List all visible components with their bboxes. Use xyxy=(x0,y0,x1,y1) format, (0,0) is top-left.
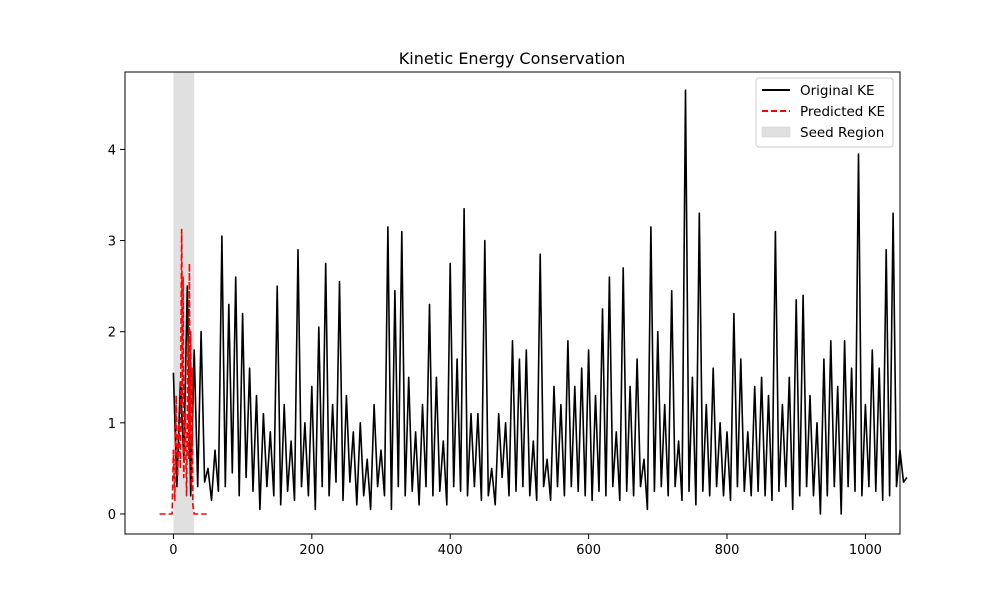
x-tick-label: 600 xyxy=(576,543,601,558)
legend-swatch-seed-region xyxy=(761,126,791,138)
series-line-original-ke xyxy=(172,89,908,515)
plot-layer: 0 200 400 600 800 1000 0 1 2 3 4 xyxy=(108,71,908,558)
x-tick-label: 400 xyxy=(438,543,463,558)
x-tick-label: 800 xyxy=(715,543,740,558)
x-tick-label: 0 xyxy=(169,543,177,558)
y-tick-label: 2 xyxy=(108,326,116,341)
legend-label-seed-region: Seed Region xyxy=(800,125,884,141)
x-tick-label: 200 xyxy=(299,543,324,558)
y-tick-label: 3 xyxy=(108,235,116,250)
legend-label-original-ke: Original KE xyxy=(800,83,875,99)
chart-title: Kinetic Energy Conservation xyxy=(399,49,625,68)
y-tick-label: 1 xyxy=(108,417,116,432)
axes-frame xyxy=(124,71,901,535)
x-tick-label: 1000 xyxy=(849,543,882,558)
y-tick-label: 0 xyxy=(108,508,116,523)
series-line-predicted-ke xyxy=(159,228,207,515)
y-tick-label: 4 xyxy=(108,143,116,158)
legend-label-predicted-ke: Predicted KE xyxy=(800,104,885,120)
legend: Original KE Predicted KE Seed Region xyxy=(755,77,894,148)
